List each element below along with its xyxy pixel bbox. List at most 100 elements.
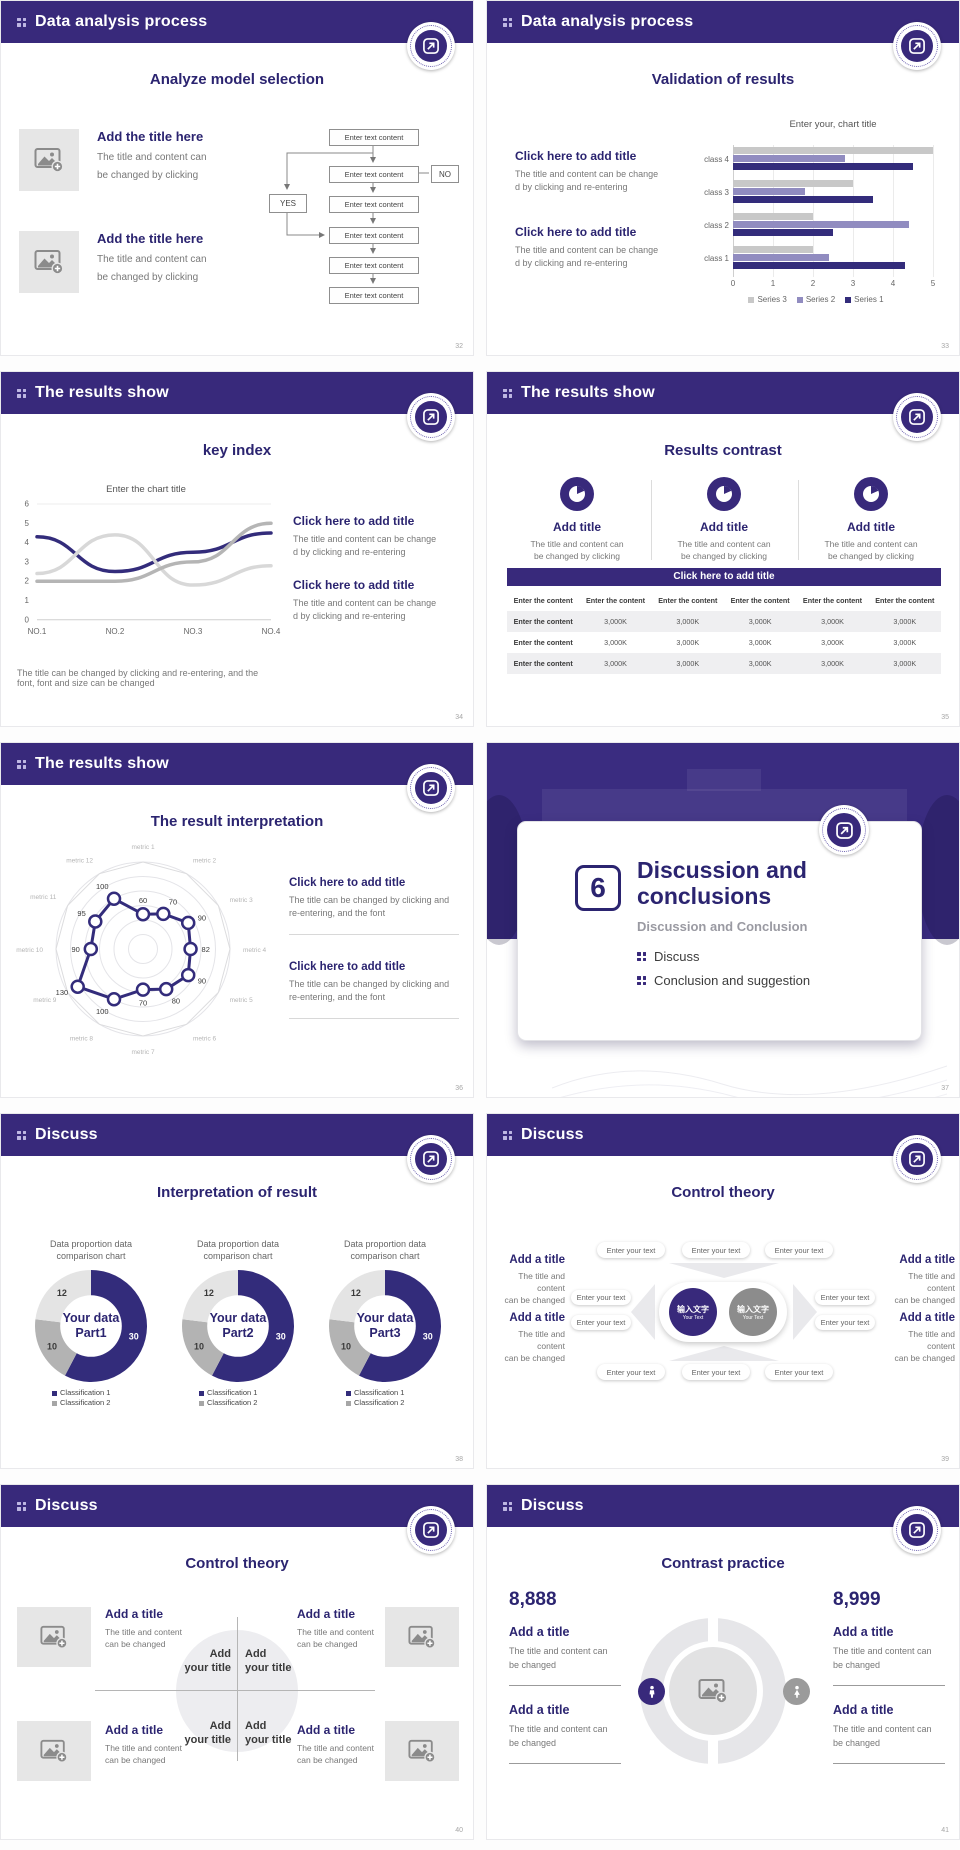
x-tick-label: 3 xyxy=(850,279,856,288)
quadrant-label: Add your title xyxy=(245,1648,292,1674)
radar-value-label: 80 xyxy=(172,997,180,1006)
slide-thumbnail-35[interactable]: The results show Results contrast Add ti… xyxy=(486,371,960,727)
text-pill[interactable]: Enter your text xyxy=(765,1364,833,1380)
header-marker-icon xyxy=(503,388,512,398)
gridline xyxy=(893,145,894,277)
flow-box[interactable]: Enter text content xyxy=(329,196,419,213)
pie-chart-icon xyxy=(707,477,741,511)
slide-thumbnail-32[interactable]: Data analysis process Analyze model sele… xyxy=(0,0,474,356)
item-heading: Click here to add title xyxy=(293,514,415,528)
text-pill[interactable]: Enter your text xyxy=(597,1242,665,1258)
text-pill[interactable]: Enter your text xyxy=(815,1315,875,1330)
flow-no-box[interactable]: NO xyxy=(431,165,459,183)
image-placeholder[interactable] xyxy=(19,129,79,191)
university-logo-badge xyxy=(893,1506,941,1554)
center-circle-secondary[interactable]: 输入文字 Your Text xyxy=(729,1288,777,1336)
category-label: class 1 xyxy=(704,254,729,263)
slide-thumbnail-41[interactable]: Discuss Contrast practice 8,888 Add a ti… xyxy=(486,1484,960,1840)
logo-seal-ring xyxy=(896,1509,938,1551)
flow-box[interactable]: Enter text content xyxy=(329,287,419,304)
page-number: 38 xyxy=(455,1456,463,1463)
slide-thumbnail-38[interactable]: Discuss Interpretation of result Data pr… xyxy=(0,1113,474,1469)
image-placeholder[interactable] xyxy=(17,1721,91,1781)
radar-value-label: 90 xyxy=(198,977,206,986)
radar-marker xyxy=(135,906,151,922)
donut-chart-group: Data proportion data comparison chart 30 1… xyxy=(310,1238,460,1408)
add-image-icon xyxy=(40,1739,68,1763)
female-icon xyxy=(783,1678,810,1705)
column-body: The title and content can be changed by c… xyxy=(677,539,771,561)
radar-axis-label: metric 11 xyxy=(30,894,57,901)
bar-series-3 xyxy=(733,246,813,253)
line-series-series-3 xyxy=(35,521,273,583)
text-pill[interactable]: Enter your text xyxy=(765,1242,833,1258)
image-placeholder[interactable] xyxy=(385,1607,459,1667)
slide-header: Discuss xyxy=(1,1114,473,1156)
radar-value-label: 70 xyxy=(139,999,147,1008)
slide-header: Discuss xyxy=(487,1485,959,1527)
image-placeholder[interactable] xyxy=(669,1647,757,1735)
flow-box[interactable]: Enter text content xyxy=(329,129,419,146)
flow-yes-box[interactable]: YES xyxy=(269,194,307,213)
radar-value-label: 130 xyxy=(56,988,69,997)
item-heading: Click here to add title xyxy=(289,961,406,973)
quadrant-label: Add your title xyxy=(184,1648,231,1674)
radar-axis-label: metric 2 xyxy=(193,857,217,864)
table-banner[interactable]: Click here to add title xyxy=(507,568,941,586)
header-marker-icon xyxy=(503,17,512,27)
text-pill[interactable]: Enter your text xyxy=(597,1364,665,1380)
y-tick-label: 2 xyxy=(25,577,30,586)
text-pill[interactable]: Enter your text xyxy=(571,1290,631,1305)
item-body: The title and content can be changed by c… xyxy=(97,254,207,283)
donut-chart: 30 10 12 xyxy=(182,1270,294,1382)
flow-box[interactable]: Enter text content xyxy=(329,227,419,244)
item-heading: Click here to add title xyxy=(515,149,637,163)
center-circle-primary[interactable]: 输入文字 Your Text xyxy=(669,1288,717,1336)
radar-marker xyxy=(158,981,174,997)
radar-value-label: 90 xyxy=(71,945,79,954)
slide-header-title: Discuss xyxy=(521,1497,584,1514)
logo-seal-ring xyxy=(896,1138,938,1180)
page-number: 35 xyxy=(941,714,949,721)
text-pill[interactable]: Enter your text xyxy=(682,1242,750,1258)
slide-title: Interpretation of result xyxy=(156,1184,317,1201)
slide-thumbnail-36[interactable]: The results show The result interpretati… xyxy=(0,742,474,1098)
slide-header: The results show xyxy=(487,372,959,414)
flow-box[interactable]: Enter text content xyxy=(329,257,419,274)
arrow-up-right-icon xyxy=(415,772,447,804)
logo-seal-ring xyxy=(896,396,938,438)
slide-thumbnail-40[interactable]: Discuss Control theory Add your title Add… xyxy=(0,1484,474,1840)
text-pill[interactable]: Enter your text xyxy=(571,1315,631,1330)
donut-chart-group: Data proportion data comparison chart 30 1… xyxy=(16,1238,166,1408)
header-marker-icon xyxy=(17,1130,26,1140)
radar-marker xyxy=(135,982,151,997)
radar-value-label: 95 xyxy=(77,909,85,918)
text-pill[interactable]: Enter your text xyxy=(815,1290,875,1305)
radar-ring xyxy=(113,919,173,979)
slide-thumbnail-37[interactable]: 6 Discussion and conclusions Discussion a… xyxy=(486,742,960,1098)
column-heading: Add title xyxy=(553,520,601,534)
logo-seal-ring xyxy=(410,25,452,67)
text-item: Add a title The title and content can be … xyxy=(297,1723,375,1765)
logo-seal-ring xyxy=(896,25,938,67)
x-tick-label: NO.3 xyxy=(184,627,203,636)
image-placeholder[interactable] xyxy=(19,231,79,293)
x-tick-label: 2 xyxy=(810,279,816,288)
radar-marker xyxy=(70,979,85,994)
donut-chart: 30 10 12 xyxy=(329,1270,441,1382)
donut-slice-label: 12 xyxy=(351,1288,361,1298)
image-placeholder[interactable] xyxy=(385,1721,459,1781)
slide-thumbnail-33[interactable]: Data analysis process Validation of resu… xyxy=(486,0,960,356)
y-tick-label: 3 xyxy=(25,557,30,566)
slide-thumbnail-34[interactable]: The results show key index Enter the cha… xyxy=(0,371,474,727)
item-heading: Add the title here xyxy=(97,231,204,246)
text-pill[interactable]: Enter your text xyxy=(682,1364,750,1380)
image-placeholder[interactable] xyxy=(17,1607,91,1667)
column-heading: Add title xyxy=(847,520,895,534)
legend-swatch xyxy=(199,1400,204,1406)
flow-box[interactable]: Enter text content xyxy=(329,166,419,183)
header-marker-icon xyxy=(17,17,26,27)
slide-thumbnail-39[interactable]: Discuss Control theory 输入文字 Your Text 输入文… xyxy=(486,1113,960,1469)
legend-swatch xyxy=(199,1390,204,1396)
